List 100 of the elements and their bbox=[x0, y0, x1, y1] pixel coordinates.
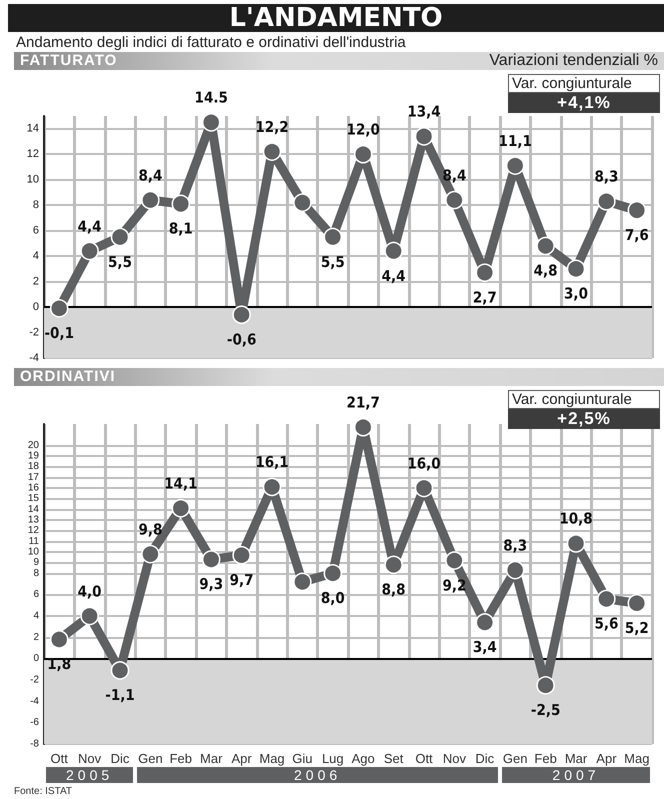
data-label: 14.5 bbox=[194, 88, 228, 107]
data-label: 1,8 bbox=[47, 655, 72, 674]
point bbox=[141, 190, 160, 210]
point bbox=[232, 546, 251, 564]
x-tick-label: Feb bbox=[170, 751, 192, 766]
point bbox=[141, 544, 160, 564]
text: 2005 bbox=[46, 767, 134, 783]
point bbox=[80, 606, 99, 626]
data-label: 8,1 bbox=[168, 220, 193, 238]
point bbox=[110, 661, 130, 680]
x-tick-label: Lug bbox=[322, 751, 344, 766]
x-tick-label: Nov bbox=[442, 751, 466, 766]
y-tick-label: 6 bbox=[33, 589, 40, 600]
y-tick-label: 10 bbox=[26, 174, 39, 186]
y-tick-label: 20 bbox=[28, 440, 40, 451]
x-tick-label: Mar bbox=[200, 751, 224, 766]
point bbox=[293, 193, 312, 212]
point bbox=[262, 478, 282, 496]
x-tick-label: Set bbox=[384, 751, 404, 766]
y-tick-label: 19 bbox=[28, 450, 40, 462]
data-label: 4,0 bbox=[78, 582, 102, 600]
point bbox=[628, 594, 646, 612]
x-tick-label: Dic bbox=[475, 751, 495, 766]
x-tick-label: Mag bbox=[624, 751, 650, 766]
data-label: 8,3 bbox=[503, 536, 528, 554]
point bbox=[628, 201, 646, 220]
point bbox=[536, 236, 555, 256]
x-tick-label: Giu bbox=[292, 751, 313, 766]
y-tick-label: 14 bbox=[26, 122, 39, 135]
y-tick-label: 0 bbox=[33, 653, 40, 664]
text: 2007 bbox=[502, 767, 650, 783]
y-tick-label: 8 bbox=[32, 199, 39, 212]
text: FATTURATO bbox=[20, 52, 118, 70]
point bbox=[50, 299, 68, 318]
x-tick-label: Feb bbox=[534, 751, 557, 766]
y-tick-label: 4 bbox=[33, 610, 40, 622]
data-label: 8,8 bbox=[382, 580, 406, 599]
point bbox=[536, 676, 555, 695]
text: Variazioni tendenziali % bbox=[489, 52, 658, 70]
y-tick-label: 9 bbox=[33, 557, 40, 568]
point bbox=[172, 194, 190, 214]
data-label: 9,8 bbox=[138, 520, 162, 538]
point bbox=[506, 156, 524, 175]
y-tick-label: 4 bbox=[32, 250, 39, 262]
y-tick-label: 8 bbox=[33, 568, 40, 579]
y-tick-label: 2 bbox=[32, 276, 39, 288]
point bbox=[232, 305, 251, 324]
data-label: 16,1 bbox=[255, 453, 289, 472]
point bbox=[414, 127, 434, 146]
point bbox=[324, 228, 342, 246]
data-label: 4,4 bbox=[78, 217, 102, 236]
source-note: Fonte: ISTAT bbox=[14, 786, 72, 797]
point bbox=[293, 572, 312, 592]
point bbox=[445, 190, 464, 210]
data-label: 5,5 bbox=[320, 252, 345, 271]
data-label: 10,8 bbox=[559, 510, 593, 528]
data-label: 8,3 bbox=[594, 168, 618, 186]
data-label: 3,4 bbox=[472, 638, 497, 656]
chart-title: ORDINATIVI bbox=[20, 368, 116, 386]
data-label: 5,5 bbox=[108, 252, 132, 271]
point bbox=[384, 242, 403, 260]
point bbox=[476, 263, 494, 282]
data-label: 13,4 bbox=[407, 102, 441, 121]
data-label: -2,5 bbox=[530, 701, 560, 720]
x-tick-label: Gen bbox=[502, 751, 528, 766]
y-tick-label: 6 bbox=[32, 224, 39, 237]
y-tick-label: 12 bbox=[26, 148, 39, 160]
text: 2006 bbox=[137, 767, 498, 783]
data-label: 4,4 bbox=[382, 266, 406, 285]
data-label: 11,1 bbox=[498, 132, 532, 150]
data-label: 16,0 bbox=[407, 454, 441, 472]
data-label: -0,6 bbox=[226, 330, 256, 348]
point bbox=[506, 560, 524, 580]
data-label: -0,1 bbox=[44, 324, 74, 342]
data-label: 12,2 bbox=[255, 118, 289, 136]
data-label: 5,6 bbox=[594, 614, 618, 633]
point bbox=[354, 418, 372, 436]
point bbox=[262, 142, 282, 161]
x-tick-label: Ott bbox=[415, 751, 434, 766]
data-label: 8,0 bbox=[320, 589, 345, 608]
y-tick-label: 18 bbox=[28, 461, 40, 472]
x-tick-label: Apr bbox=[596, 751, 618, 766]
y-tick-label: -4 bbox=[30, 696, 40, 707]
point bbox=[597, 192, 616, 211]
point bbox=[566, 260, 586, 278]
point bbox=[566, 534, 586, 553]
point bbox=[172, 499, 190, 518]
data-label: 3,0 bbox=[564, 284, 588, 303]
y-tick-label: 17 bbox=[28, 472, 40, 483]
data-label: 12,0 bbox=[346, 120, 380, 138]
annotation: +2,5% bbox=[508, 409, 660, 429]
data-label: 5,2 bbox=[624, 618, 649, 637]
data-label: 4,8 bbox=[534, 262, 558, 280]
point bbox=[202, 113, 220, 132]
point bbox=[597, 590, 616, 608]
y-tick-label: 10 bbox=[28, 546, 40, 558]
data-label: 21,7 bbox=[346, 393, 380, 412]
x-tick-label: Mag bbox=[259, 751, 285, 766]
y-tick-label: 2 bbox=[33, 632, 40, 643]
x-tick-label: Dic bbox=[110, 751, 130, 766]
